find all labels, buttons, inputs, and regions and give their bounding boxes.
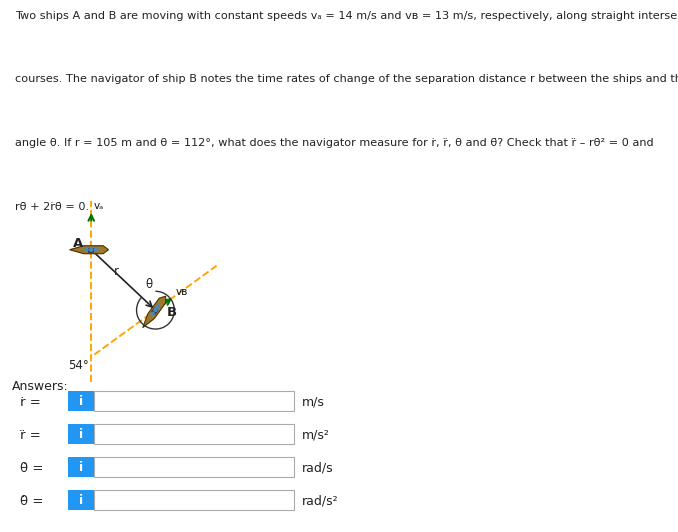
Text: θ: θ [146,278,153,290]
FancyBboxPatch shape [68,392,94,411]
Text: r: r [114,265,119,278]
Text: rad/s: rad/s [302,462,334,475]
Text: rad/s²: rad/s² [302,495,338,508]
FancyBboxPatch shape [68,490,94,510]
Text: Answers:: Answers: [12,380,68,393]
Text: Two ships A and B are moving with constant speeds vₐ = 14 m/s and vʙ = 13 m/s, r: Two ships A and B are moving with consta… [15,11,678,21]
Text: θ̇ =: θ̇ = [20,462,43,475]
Polygon shape [143,296,165,328]
Text: r̈ =: r̈ = [20,429,41,442]
Text: i: i [79,395,83,408]
FancyBboxPatch shape [94,392,294,411]
Text: m/s: m/s [302,396,325,409]
Text: ṙ =: ṙ = [20,396,41,409]
Polygon shape [87,247,93,252]
Text: θ̈ =: θ̈ = [20,495,43,508]
FancyBboxPatch shape [94,457,294,477]
Text: i: i [79,461,83,473]
FancyBboxPatch shape [94,490,294,510]
Text: courses. The navigator of ship B notes the time rates of change of the separatio: courses. The navigator of ship B notes t… [15,74,678,85]
Circle shape [89,248,93,251]
Circle shape [154,309,157,312]
Polygon shape [70,246,108,254]
FancyBboxPatch shape [94,425,294,444]
Circle shape [94,248,98,251]
Text: 54°: 54° [68,359,89,372]
Text: B: B [167,306,177,319]
Text: m/s²: m/s² [302,429,330,442]
Text: vʙ: vʙ [176,287,188,297]
Text: i: i [79,494,83,506]
Text: A: A [73,237,83,250]
Text: angle θ. If r = 105 m and θ = 112°, what does the navigator measure for ṙ, r̈, : angle θ. If r = 105 m and θ = 112°, what… [15,138,654,148]
Circle shape [85,248,88,251]
FancyBboxPatch shape [68,425,94,444]
FancyBboxPatch shape [68,457,94,477]
Text: i: i [79,428,83,440]
Text: rθ̈ + 2ṙθ̇ = 0.: rθ̈ + 2ṙθ̇ = 0. [15,202,89,212]
Polygon shape [152,308,158,314]
Text: vₐ: vₐ [94,201,104,211]
Circle shape [157,305,160,308]
Circle shape [151,312,154,315]
